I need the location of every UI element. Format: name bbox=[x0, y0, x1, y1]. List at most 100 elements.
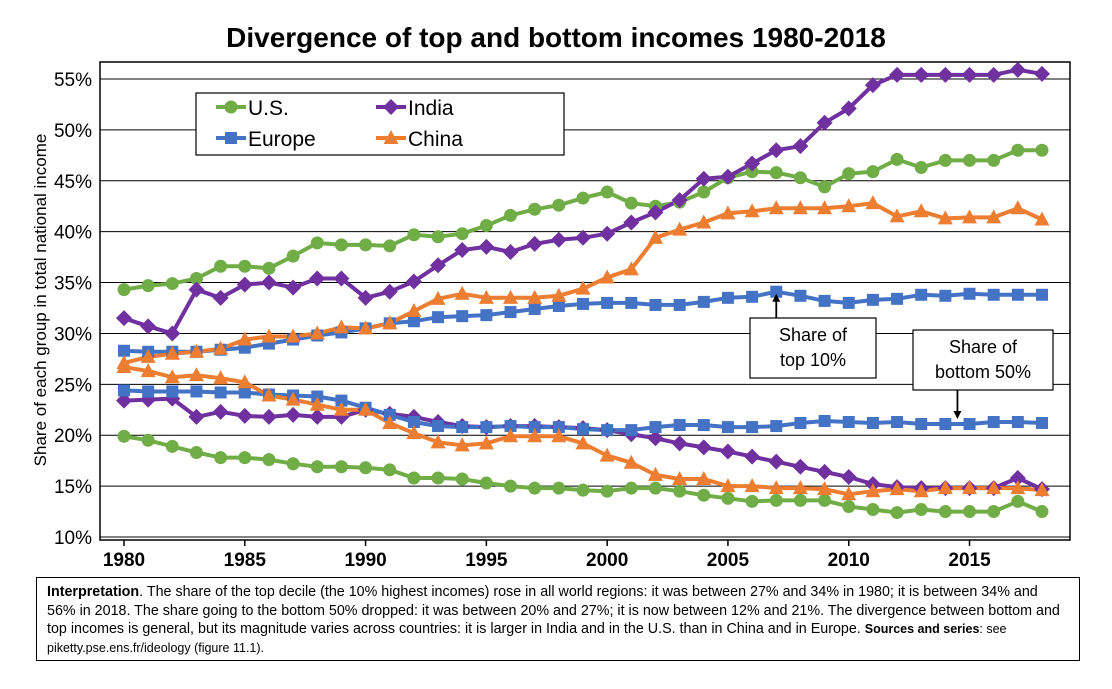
point-india-top bbox=[405, 273, 422, 290]
point-china-top bbox=[962, 209, 978, 224]
point-us-top bbox=[479, 219, 493, 233]
point-us-bottom bbox=[987, 505, 1001, 519]
point-china-bottom bbox=[406, 425, 422, 440]
point-europe-bottom bbox=[794, 417, 807, 430]
point-china-bottom bbox=[309, 396, 325, 411]
point-europe-bottom bbox=[238, 386, 251, 399]
point-china-top bbox=[817, 200, 833, 215]
point-us-bottom bbox=[673, 484, 687, 498]
point-china-top bbox=[1010, 200, 1026, 215]
x-tick-label: 2005 bbox=[707, 550, 750, 571]
point-europe-top bbox=[963, 287, 976, 300]
point-us-bottom bbox=[141, 433, 155, 447]
point-us-top bbox=[745, 165, 759, 179]
y-axis-label: Share of each group in total national in… bbox=[31, 134, 50, 467]
point-europe-bottom bbox=[456, 421, 469, 434]
point-india-top bbox=[719, 168, 736, 185]
point-china-bottom bbox=[817, 481, 833, 496]
point-india-bottom bbox=[671, 435, 688, 452]
point-india-top bbox=[816, 114, 833, 131]
point-china-bottom bbox=[261, 387, 277, 402]
x-tick-label: 1980 bbox=[103, 550, 145, 571]
point-us-bottom bbox=[818, 493, 832, 507]
interpretation-note: Interpretation. The share of the top dec… bbox=[36, 577, 1080, 661]
point-china-bottom bbox=[599, 447, 615, 462]
point-china-top bbox=[140, 348, 156, 363]
point-china-bottom bbox=[841, 486, 857, 501]
point-india-top bbox=[430, 257, 447, 274]
point-us-top bbox=[818, 180, 832, 194]
point-europe-bottom bbox=[721, 421, 734, 434]
point-europe-bottom bbox=[214, 386, 227, 399]
x-tick-label: 1985 bbox=[224, 550, 267, 571]
point-us-top bbox=[576, 191, 590, 205]
point-china-top bbox=[503, 289, 519, 304]
point-us-bottom bbox=[407, 471, 421, 485]
point-china-top bbox=[623, 261, 639, 276]
point-us-bottom bbox=[963, 505, 977, 519]
point-us-bottom bbox=[721, 491, 735, 505]
point-us-bottom bbox=[479, 476, 493, 490]
point-us-top bbox=[262, 261, 276, 275]
point-europe-top bbox=[118, 344, 130, 357]
point-us-bottom bbox=[552, 481, 566, 495]
point-china-bottom bbox=[213, 370, 229, 385]
point-india-top bbox=[164, 325, 181, 342]
point-us-bottom bbox=[1035, 505, 1049, 519]
point-china-bottom bbox=[527, 428, 543, 443]
annotation-box bbox=[749, 317, 877, 379]
point-india-top bbox=[768, 142, 785, 159]
point-europe-bottom bbox=[118, 384, 130, 397]
point-china-top bbox=[768, 200, 784, 215]
point-china-top bbox=[696, 214, 712, 229]
point-india-top bbox=[937, 66, 954, 83]
point-us-top bbox=[769, 166, 783, 180]
point-china-bottom bbox=[1034, 482, 1050, 497]
point-us-bottom bbox=[117, 429, 131, 443]
chart-title: Divergence of top and bottom incomes 198… bbox=[226, 22, 886, 53]
point-us-top bbox=[890, 152, 904, 166]
point-europe-top bbox=[770, 285, 783, 298]
point-us-top bbox=[697, 185, 711, 199]
y-tick-label: 10% bbox=[54, 528, 92, 549]
point-china-top bbox=[575, 280, 591, 295]
point-us-top bbox=[528, 202, 542, 216]
point-india-top bbox=[309, 270, 326, 287]
point-europe-bottom bbox=[528, 421, 541, 434]
point-europe-bottom bbox=[311, 390, 324, 403]
point-europe-bottom bbox=[432, 420, 445, 433]
point-india-top bbox=[333, 270, 350, 287]
point-us-top bbox=[624, 196, 638, 210]
annotation-text: Share of bbox=[949, 337, 1018, 357]
y-tick-label: 40% bbox=[54, 223, 92, 244]
point-us-top bbox=[334, 238, 348, 252]
point-us-bottom bbox=[793, 493, 807, 507]
point-europe-bottom bbox=[480, 421, 493, 434]
point-europe-bottom bbox=[891, 415, 904, 428]
point-europe-top bbox=[842, 296, 855, 309]
note-text: . The share of the top decile (the 10% h… bbox=[47, 584, 1060, 638]
point-china-bottom bbox=[478, 435, 494, 450]
point-china-top bbox=[188, 343, 204, 358]
sources-text: : see piketty.pse.ens.fr/ideology (figur… bbox=[47, 622, 1007, 655]
axes: 10% 15% 20% 25% 30% 35% 40% 45% 50% 55% 1980 1985 19… bbox=[31, 70, 991, 571]
point-europe-bottom bbox=[649, 421, 662, 434]
x-tick-label: 2000 bbox=[586, 550, 628, 571]
plot-frame bbox=[99, 61, 1071, 541]
point-china-bottom bbox=[551, 428, 567, 443]
point-india-bottom bbox=[719, 443, 736, 460]
point-europe-top bbox=[987, 288, 1000, 301]
point-us-top bbox=[189, 271, 203, 285]
point-us-bottom bbox=[504, 479, 518, 493]
point-china-top bbox=[382, 315, 398, 330]
point-china-top bbox=[1034, 211, 1050, 226]
annotation-text: bottom 50% bbox=[935, 362, 1031, 382]
point-europe-bottom bbox=[335, 394, 348, 407]
point-europe-top bbox=[673, 298, 686, 311]
annotation-arrowhead bbox=[772, 293, 781, 302]
point-india-top bbox=[695, 170, 712, 187]
point-europe-top bbox=[552, 299, 565, 312]
point-us-top bbox=[310, 236, 324, 250]
point-us-top bbox=[793, 171, 807, 185]
point-us-top bbox=[842, 167, 856, 181]
